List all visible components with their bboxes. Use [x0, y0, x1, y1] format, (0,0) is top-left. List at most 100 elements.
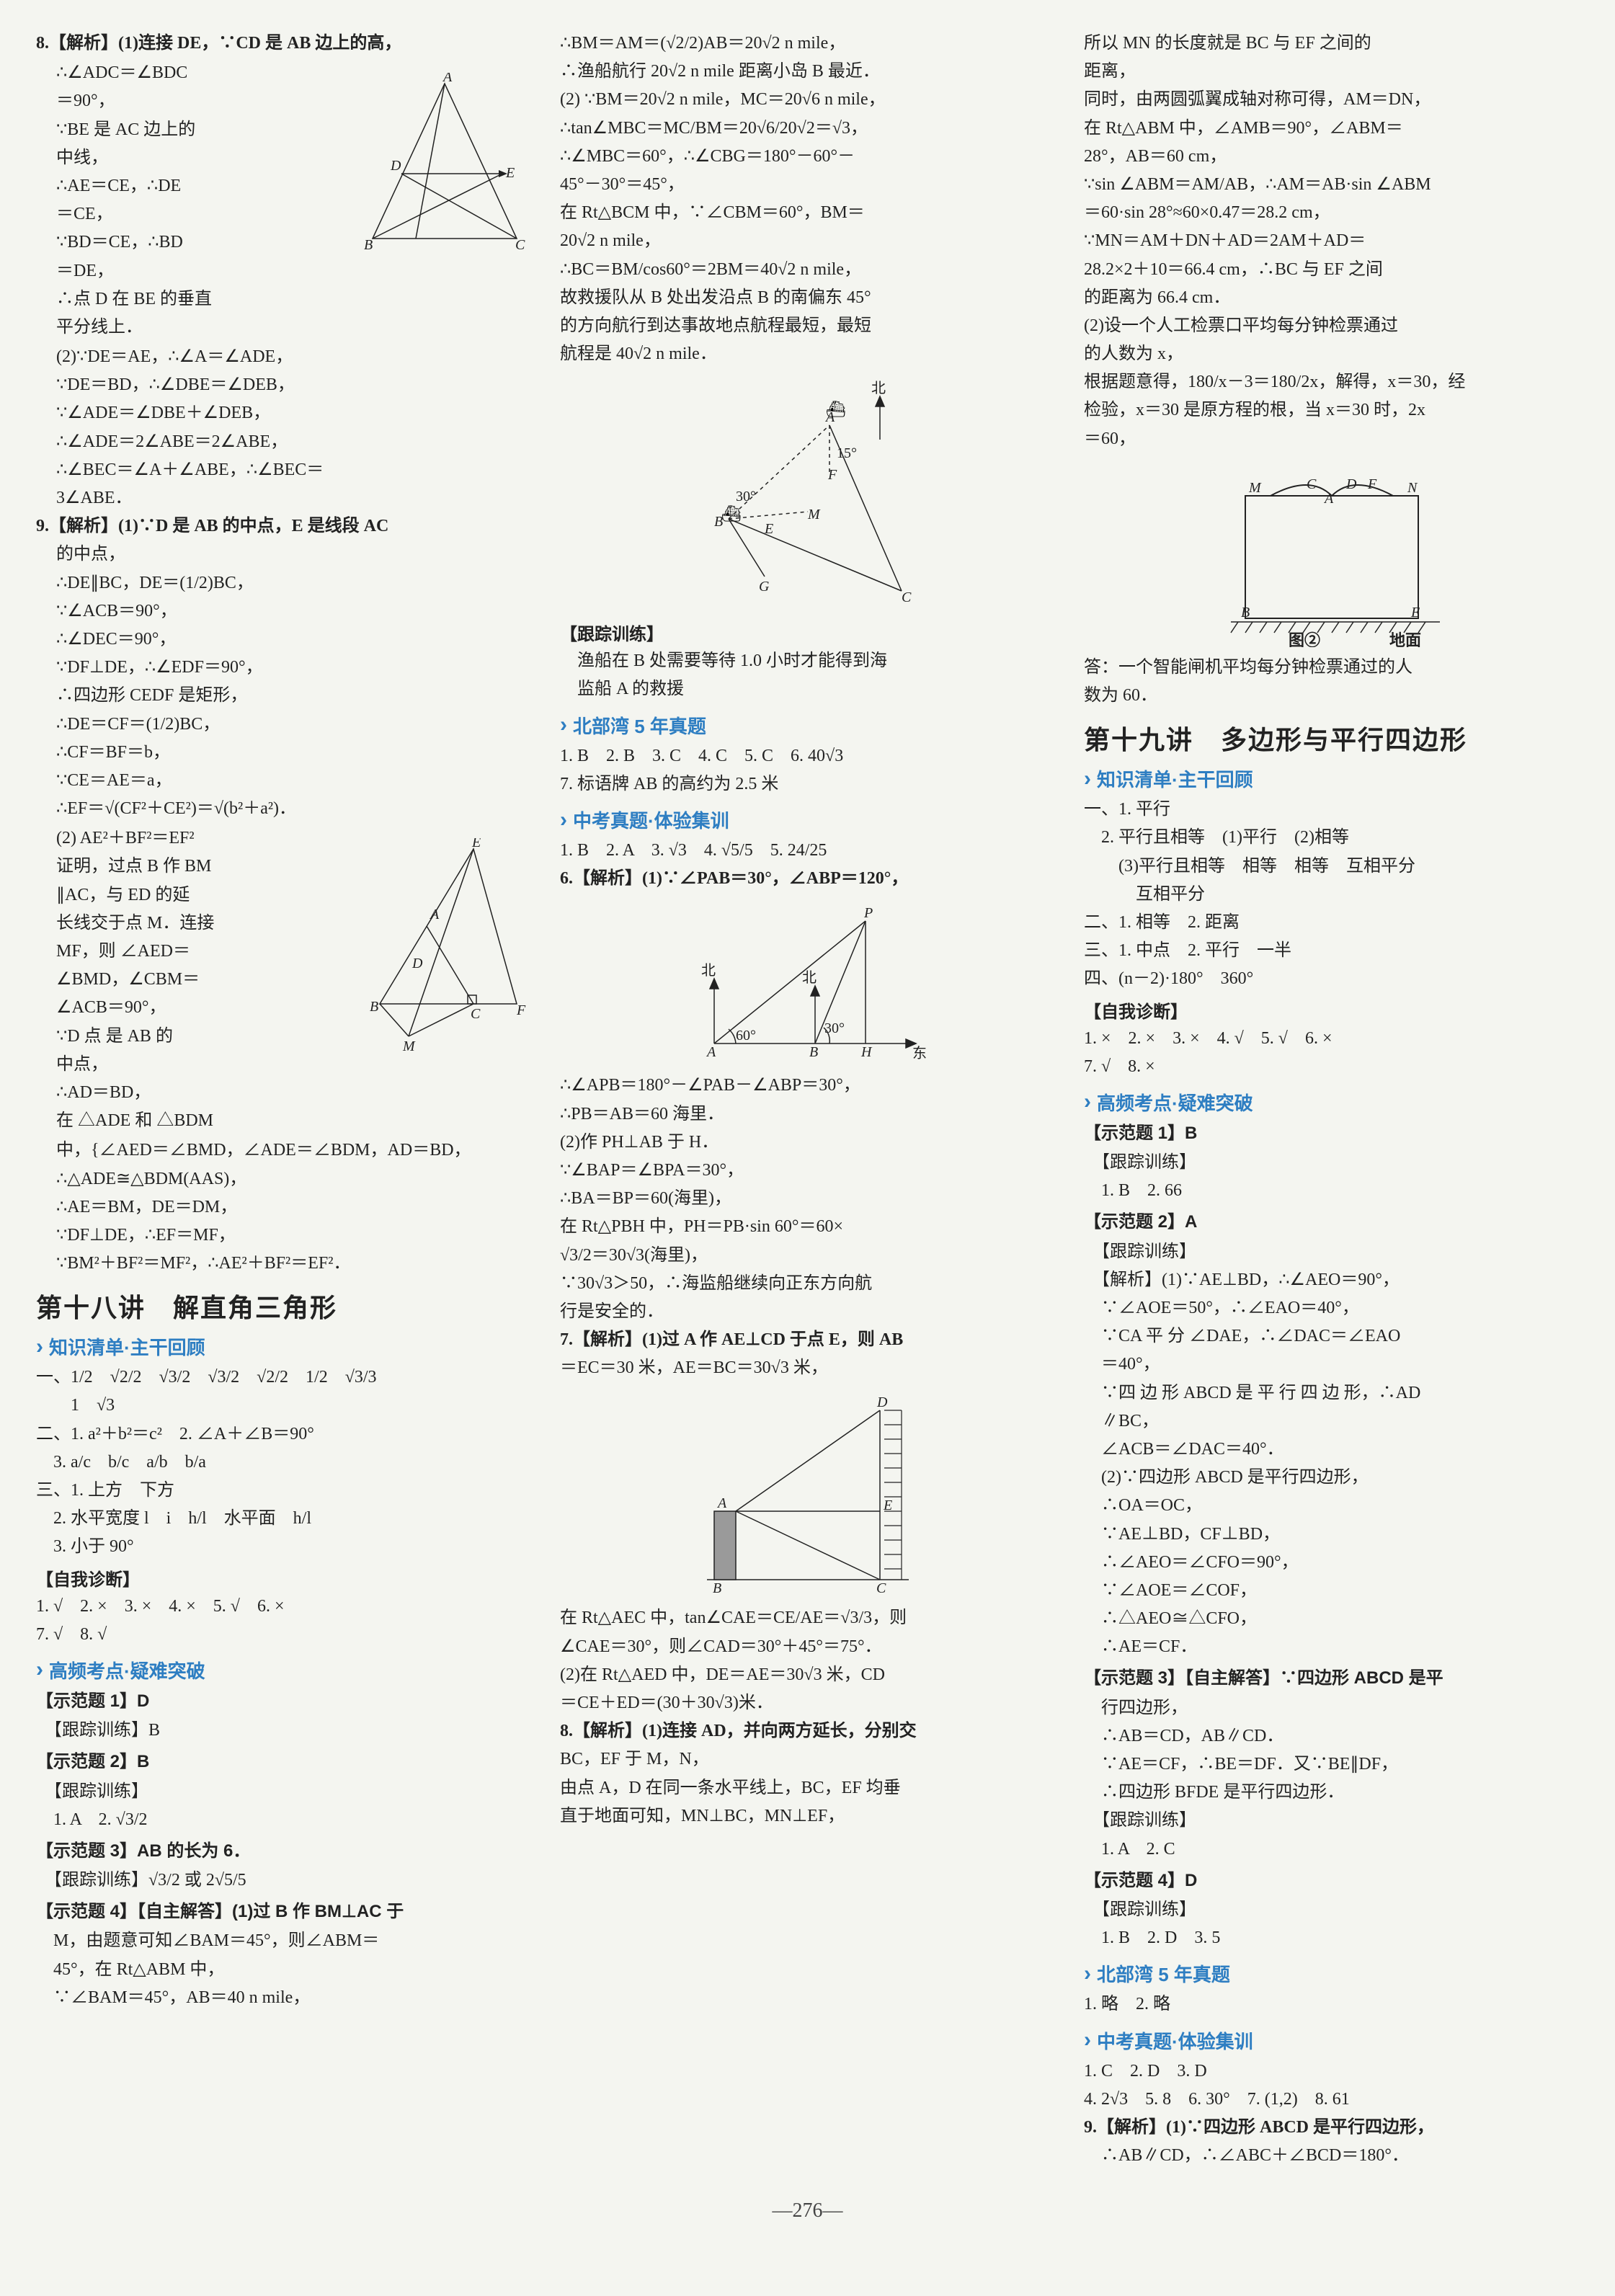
svg-text:P: P [863, 905, 873, 921]
lesson-18-title: 第十八讲 解直角三角形 [36, 1287, 531, 1325]
text-line: ＝EC＝30 米，AE＝BC＝30√3 米， [560, 1355, 1055, 1381]
svg-text:F: F [516, 1002, 526, 1018]
column-1: 8.【解析】(1)连接 DE，∵CD 是 AB 边上的高， ∴∠ADC＝∠BDC… [36, 29, 531, 2171]
text-line: ＝CE＋ED＝(30＋30√3)米． [560, 1690, 1055, 1717]
text-line: ∴∠DEC＝90°， [36, 626, 531, 653]
text-line: 1. B 2. A 3. √3 4. √5/5 5. 24/25 [560, 837, 1055, 864]
text-line: 互相平分 [1084, 881, 1579, 908]
text-line: 6.【解析】(1)∵∠PAB＝30°，∠ABP＝120°， [560, 866, 1055, 892]
text-line: 四、(n－2)·180° 360° [1084, 966, 1579, 992]
svg-text:A: A [429, 907, 440, 922]
svg-text:北: 北 [701, 962, 716, 979]
text-line: 【示范题 4】D [1084, 1867, 1579, 1894]
text-line: 在 △ADE 和 △BDM [36, 1108, 365, 1134]
svg-text:B: B [364, 237, 373, 253]
text-line: 答：一个智能闸机平均每分钟检票通过的人 [1084, 654, 1579, 681]
svg-text:D: D [1345, 476, 1357, 492]
svg-text:E: E [505, 165, 515, 181]
text-line: ∴tan∠MBC＝MC/BM＝20√6/20√2＝√3， [560, 115, 1055, 142]
text-line: ∴四边形 BFDE 是平行四边形． [1084, 1779, 1579, 1806]
diagram-navigation: 北 A 15° F M 30° B E G C ⛴ ⛴ [560, 375, 1055, 613]
text-line: 1. B 2. 66 [1084, 1178, 1579, 1204]
text-line: ∠ACB＝∠DAC＝40°． [1084, 1436, 1579, 1463]
text-line: 【跟踪训练】 [1084, 1807, 1579, 1834]
caption-fig2: 图② [1289, 631, 1320, 647]
svg-text:C: C [902, 589, 912, 605]
text-line: 二、1. 相等 2. 距离 [1084, 909, 1579, 936]
svg-text:60°: 60° [736, 1028, 756, 1044]
text-line: ＝90°， [36, 88, 358, 115]
text-line: ∴AE＝BM，DE＝DM， [36, 1194, 531, 1221]
svg-text:B: B [713, 1580, 721, 1596]
svg-text:F: F [827, 467, 837, 483]
svg-text:M: M [807, 507, 821, 522]
text-line: ∴OA＝OC， [1084, 1492, 1579, 1519]
text-line: ∴CF＝BF＝b， [36, 739, 531, 766]
text-line: (2)作 PH⊥AB 于 H． [560, 1129, 1055, 1156]
text-line: ∴点 D 在 BE 的垂直 [36, 286, 358, 313]
text-line: 7. √ 8. × [1084, 1054, 1579, 1080]
text-line: (2)∵四边形 ABCD 是平行四边形， [1084, 1464, 1579, 1491]
text-line: 检验，x＝30 是原方程的根，当 x＝30 时，2x [1084, 397, 1579, 424]
text-line: 【示范题 2】B [36, 1748, 531, 1775]
text-line: 平分线上． [36, 314, 358, 341]
text-line: ∵∠BAM＝45°，AB＝40 n mile， [36, 1985, 531, 2011]
text-line: 渔船在 B 处需要等待 1.0 小时才能得到海 [560, 648, 1055, 675]
svg-text:C: C [1307, 476, 1317, 492]
svg-text:F: F [1367, 476, 1377, 492]
text-line: 【跟踪训练】 [1084, 1149, 1579, 1176]
svg-text:M: M [1248, 480, 1262, 496]
text-line: ∵DF⊥DE，∴EF＝MF， [36, 1222, 531, 1249]
text-line: 1. C 2. D 3. D [1084, 2058, 1579, 2085]
svg-text:30°: 30° [824, 1020, 845, 1036]
text-line: ∵∠ACB＝90°， [36, 598, 531, 625]
text-line: ∴△AEO≅△CFO， [1084, 1606, 1579, 1632]
svg-text:A: A [442, 73, 453, 85]
text-line: ∴PB＝AB＝60 海里． [560, 1101, 1055, 1128]
text-line: 9.【解析】(1)∵四边形 ABCD 是平行四边形， [1084, 2114, 1579, 2141]
svg-text:B: B [809, 1044, 818, 1060]
text-line: ∵30√3＞50，∴海监船继续向正东方向航 [560, 1271, 1055, 1297]
text-line: 45°，在 Rt△ABM 中， [36, 1957, 531, 1983]
text-line: (2)∵DE＝AE，∴∠A＝∠ADE， [36, 344, 531, 370]
q8-head: 8.【解析】(1)连接 DE，∵CD 是 AB 边上的高， [36, 30, 531, 57]
svg-text:C: C [515, 237, 525, 253]
svg-text:北: 北 [802, 969, 817, 986]
text-line: ∴∠AEO＝∠CFO＝90°， [1084, 1549, 1579, 1576]
text-line: 中，{∠AED＝∠BMD，∠ADE＝∠BDM，AD＝BD， [36, 1137, 531, 1164]
text-line: ＝60， [1084, 426, 1579, 453]
svg-text:B: B [370, 999, 378, 1015]
page-columns: 8.【解析】(1)连接 DE，∵CD 是 AB 边上的高， ∴∠ADC＝∠BDC… [36, 29, 1579, 2171]
text-line: ∵MN＝AM＋DN＋AD＝2AM＋AD＝ [1084, 228, 1579, 254]
text-line: ∴AE＝CE，∴DE [36, 173, 358, 200]
text-line: ∵∠ADE＝∠DBE＋∠DEB， [36, 400, 531, 427]
section-gaopin-19: 高频考点·疑难突破 [1084, 1089, 1579, 1116]
text-line: 1. A 2. √3/2 [36, 1807, 531, 1833]
text-line: 【跟踪训练】√3/2 或 2√5/5 [36, 1867, 531, 1894]
text-line: 7. 标语牌 AB 的高约为 2.5 米 [560, 771, 1055, 798]
svg-text:H: H [860, 1044, 873, 1060]
svg-text:G: G [759, 579, 770, 595]
text-line: 长线交于点 M．连接 [36, 910, 365, 937]
text-line: (2) ∵BM＝20√2 n mile，MC＝20√6 n mile， [560, 86, 1055, 113]
diagram-triangle-pabh: P A B H 东 北 北 60° 30° [560, 899, 1055, 1065]
text-line: 由点 A，D 在同一条水平线上，BC，EF 均垂 [560, 1775, 1055, 1802]
text-line: ＝DE， [36, 258, 358, 285]
text-line: 3. a/c b/c a/b b/a [36, 1449, 531, 1476]
svg-text:30°: 30° [736, 489, 756, 504]
text-line: ∴∠BEC＝∠A＋∠ABE，∴∠BEC＝ [36, 457, 531, 484]
text-line: ∴EF＝√(CF²＋CE²)＝√(b²＋a²)． [36, 796, 531, 822]
svg-text:A: A [716, 1495, 727, 1511]
svg-text:E: E [764, 521, 773, 537]
text-line: 7.【解析】(1)过 A 作 AE⊥CD 于点 E，则 AB [560, 1327, 1055, 1353]
text-line: ∴BA＝BP＝60(海里)， [560, 1185, 1055, 1212]
text-line: (3)平行且相等 相等 相等 互相平分 [1084, 853, 1579, 880]
text-line: ∴AD＝BD， [36, 1080, 365, 1106]
text-line: ∠CAE＝30°，则∠CAD＝30°＋45°＝75°． [560, 1634, 1055, 1660]
column-3: 所以 MN 的长度就是 BC 与 EF 之间的 距离， 同时，由两圆弧翼成轴对称… [1084, 29, 1579, 2171]
text-line: 【示范题 3】【自主解答】∵四边形 ABCD 是平 [1084, 1665, 1579, 1691]
text-line: 1. √ 2. × 3. × 4. × 5. √ 6. × [36, 1593, 531, 1620]
svg-text:N: N [1407, 480, 1418, 496]
svg-text:⛴: ⛴ [721, 504, 742, 522]
text-line: 行是安全的． [560, 1299, 1055, 1325]
